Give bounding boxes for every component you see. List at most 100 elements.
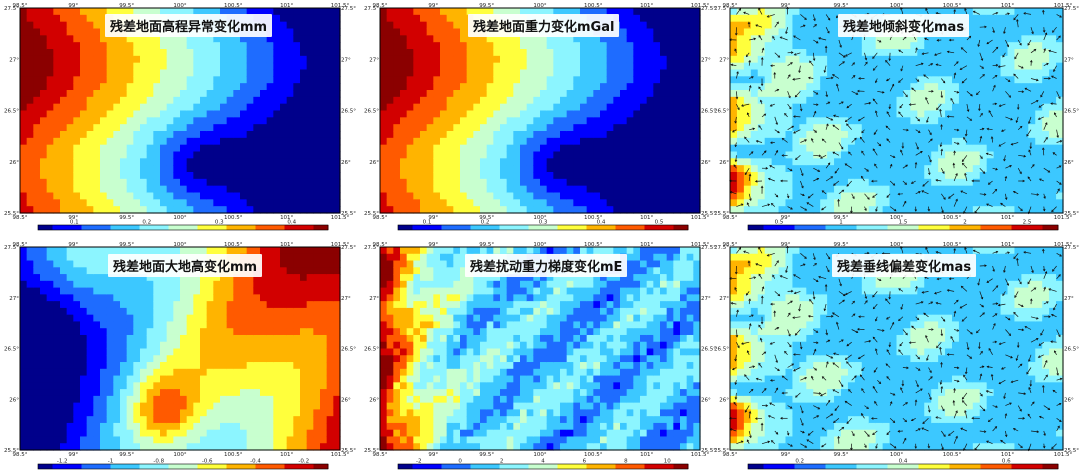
vector-arrow	[860, 136, 865, 143]
vector-arrow	[987, 366, 993, 368]
colorbar-label: 0.1	[423, 220, 432, 226]
vector-arrow	[821, 190, 827, 195]
vector-arrow	[793, 116, 801, 118]
vector-arrow	[1051, 75, 1057, 79]
vector-arrow	[838, 52, 846, 58]
vector-arrow	[838, 427, 844, 432]
left-tick-label: 26.5°	[4, 347, 19, 353]
vector-arrow	[851, 193, 855, 199]
top-tick-label: 99°	[68, 242, 78, 248]
right-tick-label: 27°	[1064, 296, 1074, 302]
vector-arrow	[1017, 363, 1023, 368]
vector-arrow	[873, 65, 878, 71]
vector-arrow	[1043, 167, 1050, 173]
vector-arrow	[909, 103, 916, 106]
vector-arrow	[1056, 129, 1059, 138]
panel-geoid-height: 98.5° 99° 99.5° 100° 100.5° 101° 101.5° 98.5° 99…	[0, 238, 360, 475]
vector-arrow	[902, 329, 908, 336]
right-tick-label: 26.5°	[1064, 347, 1079, 353]
top-tick-label: 98.5°	[13, 3, 28, 9]
vector-arrow	[935, 179, 942, 182]
vector-arrow	[1056, 329, 1061, 337]
bottom-tick-label: 101.5°	[331, 215, 350, 221]
vector-arrow	[1056, 367, 1059, 376]
vector-arrow	[966, 104, 969, 112]
colorbar-label: -1.2	[57, 459, 68, 465]
vector-arrow	[1017, 206, 1023, 211]
vector-arrow	[1005, 39, 1009, 47]
vector-arrow	[755, 24, 763, 28]
vector-arrow	[1054, 112, 1057, 118]
vector-arrow	[1027, 413, 1032, 419]
vector-arrow	[746, 52, 750, 57]
top-tick-label: 100.5°	[584, 242, 603, 248]
vector-arrow	[758, 125, 763, 130]
vector-arrow	[966, 354, 972, 359]
top-tick-label: 99°	[428, 3, 438, 9]
top-tick-label: 99°	[428, 242, 438, 248]
vector-arrow	[784, 113, 788, 118]
left-tick-label: 27°	[719, 57, 729, 63]
vector-arrow	[748, 174, 751, 182]
bottom-tick-label: 100°	[533, 215, 546, 221]
vector-arrow	[1013, 428, 1019, 432]
map-frame	[729, 246, 1064, 451]
vector-arrow	[979, 167, 986, 174]
vector-arrow	[826, 315, 834, 318]
right-tick-label: 27.5°	[1064, 245, 1079, 251]
vector-arrow	[851, 137, 857, 143]
vector-arrow	[999, 103, 1006, 107]
right-tick-label: 26.5°	[341, 347, 356, 353]
vector-arrow	[1030, 316, 1039, 320]
vector-arrow	[744, 374, 750, 381]
map-frame	[19, 7, 341, 214]
left-tick-label: 26.5°	[714, 347, 729, 353]
vector-arrow	[1027, 278, 1032, 284]
vector-arrow	[1013, 253, 1019, 259]
vector-arrow	[1043, 301, 1049, 305]
vector-arrow	[1038, 116, 1044, 120]
vector-arrow	[1013, 312, 1019, 318]
vector-arrow	[885, 60, 891, 66]
vector-arrow	[979, 351, 983, 356]
vector-arrow	[774, 291, 780, 297]
vector-arrow	[1028, 116, 1032, 124]
right-tick-label: 26.5°	[701, 109, 716, 115]
vector-arrow	[774, 367, 780, 371]
vector-arrow	[998, 65, 1006, 68]
vector-arrow	[1000, 203, 1006, 207]
vector-arrow	[846, 418, 852, 424]
bottom-tick-label: 99.5°	[479, 215, 494, 221]
left-tick-label: 27°	[9, 296, 19, 302]
vector-arrow	[940, 386, 943, 393]
left-tick-label: 27°	[9, 57, 19, 63]
vector-arrow	[960, 427, 968, 432]
panel-title: 残差扰动重力梯度变化mE	[465, 254, 628, 277]
vector-arrow	[911, 180, 916, 184]
vector-arrow	[962, 400, 968, 406]
vector-arrow	[1017, 278, 1022, 284]
vector-arrow	[986, 390, 993, 394]
vector-arrow	[966, 116, 972, 121]
vector-arrow	[808, 193, 814, 199]
vector-arrow	[872, 98, 878, 105]
vector-arrow	[999, 341, 1006, 345]
vector-arrow	[872, 336, 878, 343]
vector-arrow	[1056, 274, 1061, 279]
vector-arrow	[940, 91, 943, 98]
vector-arrow	[886, 316, 891, 320]
vector-arrow	[838, 380, 844, 387]
vector-arrow	[761, 48, 764, 53]
colorbar-label: 0.4	[287, 220, 296, 226]
vector-arrow	[1016, 116, 1019, 123]
vector-arrow	[964, 410, 968, 419]
vector-arrow	[825, 265, 830, 272]
vector-arrow	[787, 443, 793, 447]
vector-arrow	[1030, 430, 1039, 433]
colorbar-label: 0.6	[1002, 459, 1011, 465]
vector-arrow	[974, 443, 981, 451]
right-tick-label: 25.5°	[1064, 211, 1079, 217]
vector-arrow	[798, 304, 801, 311]
vector-arrow	[940, 168, 945, 174]
vector-arrow	[965, 129, 968, 136]
